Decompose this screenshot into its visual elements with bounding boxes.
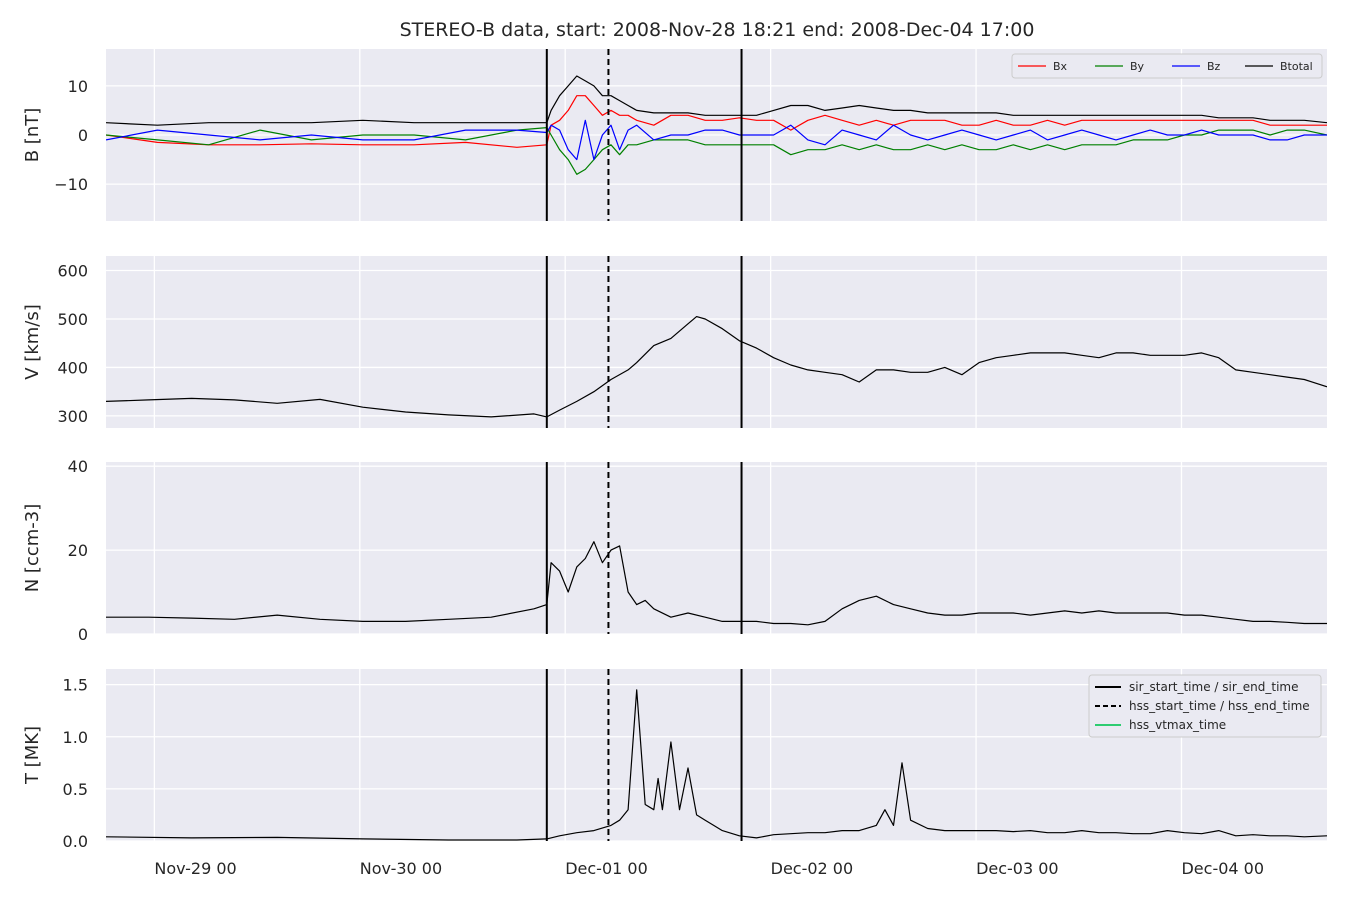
y-tick-label: 0.0 <box>63 832 88 851</box>
x-tick-label: Dec-01 00 <box>565 859 648 878</box>
data-lines <box>106 689 1327 841</box>
y-tick-label: 20 <box>68 541 88 560</box>
legend-label: sir_start_time / sir_end_time <box>1129 680 1299 694</box>
series-line-n <box>106 541 1327 626</box>
legend-label: By <box>1130 60 1145 73</box>
y-tick-label: 10 <box>68 77 88 96</box>
legend-b: Bx By Bz Btotal <box>1011 53 1323 79</box>
legend-label: hss_vtmax_time <box>1129 718 1226 732</box>
figure-title: STEREO-B data, start: 2008-Nov-28 18:21 … <box>400 19 1035 41</box>
y-axis-label: B [nT] <box>22 108 43 163</box>
panel-background <box>106 462 1327 634</box>
x-tick-label: Nov-30 00 <box>360 859 442 878</box>
y-tick-label: 600 <box>57 262 88 281</box>
y-tick-label: 400 <box>57 358 88 377</box>
legend-label: hss_start_time / hss_end_time <box>1129 699 1310 713</box>
legend-label: Btotal <box>1280 60 1313 73</box>
series-line-btotal <box>106 75 1327 126</box>
data-lines <box>106 316 1327 418</box>
panel-density: 0 20 40 N [ccm-3] <box>22 457 1327 644</box>
y-tick-label: 500 <box>57 310 88 329</box>
x-tick-label: Dec-03 00 <box>976 859 1059 878</box>
y-axis-label: T [MK] <box>22 726 43 785</box>
data-lines <box>106 541 1327 626</box>
y-tick-label: −10 <box>54 175 88 194</box>
y-tick-label: 1.0 <box>63 728 88 747</box>
y-tick-label: 0.5 <box>63 780 88 799</box>
y-tick-label: 1.5 <box>63 676 88 695</box>
data-lines <box>106 75 1327 175</box>
series-line-by <box>106 126 1327 175</box>
y-tick-label: 300 <box>57 407 88 426</box>
legend-label: Bx <box>1053 60 1068 73</box>
legend-t: sir_start_time / sir_end_time hss_start_t… <box>1088 674 1322 738</box>
y-axis-label: V [km/s] <box>22 304 43 379</box>
y-tick-label: 0 <box>78 126 88 145</box>
panel-background <box>106 256 1327 428</box>
y-tick-label: 0 <box>78 625 88 644</box>
series-line-v <box>106 316 1327 418</box>
series-line-bz <box>106 119 1327 161</box>
x-tick-label: Dec-04 00 <box>1181 859 1264 878</box>
x-tick-label: Dec-02 00 <box>771 859 854 878</box>
y-tick-label: 40 <box>68 457 88 476</box>
x-tick-label: Nov-29 00 <box>154 859 236 878</box>
legend-label: Bz <box>1207 60 1221 73</box>
series-line-t <box>106 689 1327 841</box>
y-axis-label: N [ccm-3] <box>22 504 43 593</box>
panel-velocity: 300 400 500 600 V [km/s] <box>22 256 1327 428</box>
